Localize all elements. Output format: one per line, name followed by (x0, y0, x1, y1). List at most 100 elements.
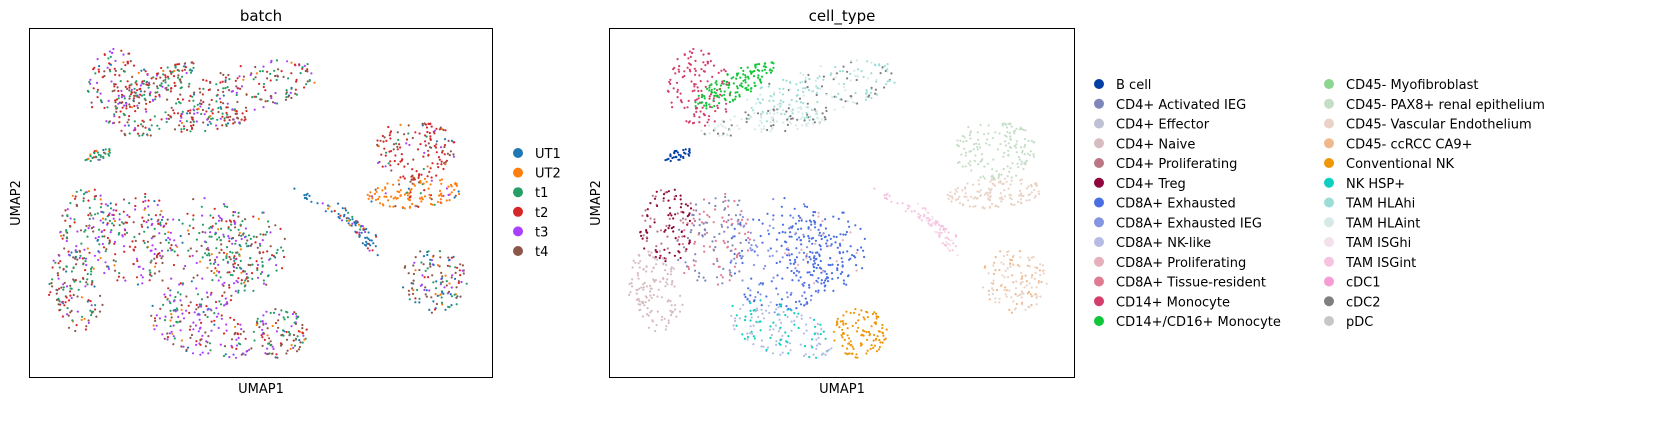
point-cell-type (780, 112, 783, 116)
point-batch-t4 (63, 247, 66, 250)
point-cell-type (962, 140, 965, 143)
point-batch-t1 (62, 286, 65, 289)
point-cell-type (750, 277, 753, 280)
point-batch-t2 (220, 248, 223, 251)
point-cell-type (722, 120, 726, 123)
point-cell-type (685, 248, 688, 251)
point-cell-type (775, 340, 778, 343)
point-cell-type (999, 197, 1002, 200)
point-batch-t3 (159, 254, 162, 257)
point-batch-t2 (355, 231, 358, 234)
point-cell-type (1016, 264, 1020, 267)
point-cell-type (811, 108, 814, 111)
point-batch-t4 (410, 178, 413, 181)
point-cell-type (766, 229, 770, 232)
point-cell-type (860, 246, 863, 249)
point-batch-t4 (75, 263, 78, 266)
point-cell-type (654, 249, 657, 252)
point-cell-type (997, 176, 1000, 179)
point-batch-t4 (441, 275, 444, 278)
point-cell-type (693, 240, 697, 243)
point-batch-t2 (120, 49, 123, 52)
point-cell-type (1032, 153, 1035, 156)
point-batch-t3 (218, 97, 222, 100)
point-batch-t1 (179, 87, 182, 90)
point-cell-type (786, 123, 790, 126)
cell-type-legend-label: CD8A+ Exhausted IEG (1116, 216, 1262, 231)
point-cell-type (819, 259, 822, 263)
point-cell-type (669, 153, 672, 156)
point-batch-t3 (377, 161, 380, 164)
point-batch-t1 (164, 81, 167, 84)
point-batch-t1 (359, 225, 362, 228)
point-cell-type (789, 231, 792, 234)
point-batch-t4 (76, 295, 79, 298)
point-cell-type (646, 307, 649, 310)
point-cell-type (917, 215, 920, 219)
point-batch-t1 (140, 94, 144, 97)
point-cell-type (855, 264, 858, 267)
point-cell-type (1014, 287, 1018, 290)
point-batch-t3 (89, 78, 92, 81)
point-cell-type (865, 96, 868, 99)
point-batch-t2 (444, 129, 447, 132)
point-cell-type (799, 106, 802, 109)
point-batch-UT1 (146, 133, 149, 136)
cell-type-legend-marker (1324, 98, 1334, 109)
point-cell-type (703, 70, 706, 73)
point-batch-t1 (150, 259, 153, 262)
point-batch-t3 (206, 246, 209, 250)
point-cell-type (792, 216, 795, 219)
point-cell-type (703, 124, 707, 127)
point-cell-type (759, 299, 762, 302)
point-batch-t1 (204, 252, 207, 255)
point-cell-type (831, 96, 834, 99)
point-cell-type (1028, 154, 1031, 157)
point-cell-type (808, 355, 811, 359)
point-batch-t4 (411, 174, 414, 177)
point-batch-t4 (430, 198, 433, 201)
point-cell-type (1021, 151, 1024, 154)
point-batch-t3 (74, 249, 77, 252)
point-batch-UT2 (80, 318, 83, 321)
point-cell-type (1039, 295, 1042, 298)
point-batch-t2 (292, 339, 295, 342)
point-cell-type (802, 235, 806, 238)
point-batch-UT2 (403, 207, 406, 210)
point-cell-type (712, 97, 716, 100)
point-cell-type (731, 304, 734, 307)
point-batch-t3 (89, 82, 92, 85)
point-batch-t1 (148, 269, 151, 272)
point-batch-t1 (215, 247, 218, 250)
point-batch-t4 (409, 180, 412, 183)
point-batch-t1 (164, 111, 167, 114)
point-cell-type (837, 217, 840, 220)
point-batch-t1 (99, 155, 102, 158)
point-batch-t1 (94, 213, 97, 216)
point-cell-type (802, 90, 805, 93)
point-cell-type (813, 108, 817, 111)
point-cell-type (802, 203, 806, 206)
point-cell-type (629, 291, 632, 294)
point-cell-type (991, 174, 994, 177)
point-cell-type (819, 223, 822, 226)
point-cell-type (708, 115, 711, 118)
point-cell-type (944, 236, 947, 239)
point-batch-t2 (169, 247, 172, 250)
point-batch-t4 (411, 136, 414, 140)
point-cell-type (921, 207, 924, 210)
point-cell-type (873, 311, 876, 314)
point-cell-type (726, 226, 729, 229)
point-cell-type (869, 347, 872, 350)
point-cell-type (768, 82, 771, 85)
point-batch-t2 (427, 276, 430, 279)
point-cell-type (801, 294, 804, 297)
point-cell-type (689, 202, 692, 205)
point-cell-type (649, 284, 652, 287)
point-cell-type (793, 323, 796, 326)
point-batch-UT2 (428, 193, 431, 196)
point-batch-t2 (205, 110, 208, 113)
point-batch-t1 (146, 246, 149, 249)
point-batch-t1 (226, 260, 229, 263)
point-batch-t2 (173, 112, 176, 115)
